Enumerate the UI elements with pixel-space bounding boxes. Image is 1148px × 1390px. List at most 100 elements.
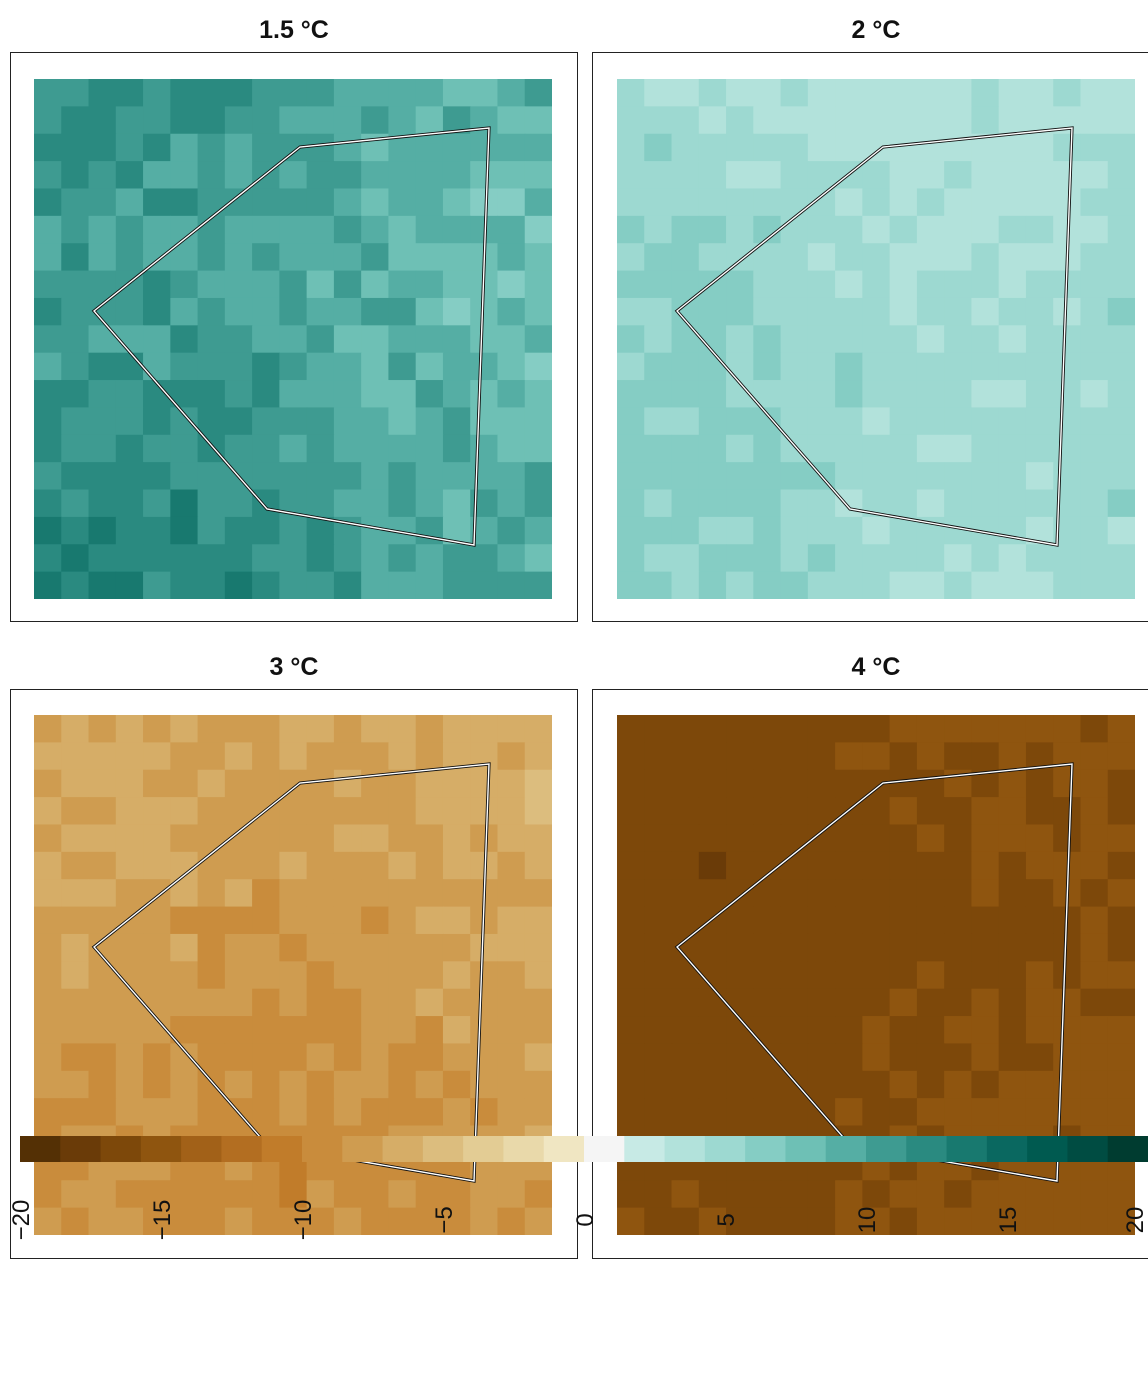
grid-cell — [617, 161, 645, 190]
grid-cell — [644, 851, 673, 880]
grid-cell — [388, 961, 417, 990]
grid-cell — [726, 988, 754, 1017]
grid-cell — [34, 1098, 62, 1127]
grid-cell — [807, 742, 836, 771]
grid-cell — [415, 906, 444, 935]
grid-cell — [1025, 325, 1054, 354]
grid-cell — [644, 79, 673, 107]
grid-cell — [753, 462, 782, 491]
grid-cell — [524, 715, 552, 743]
grid-cell — [998, 1016, 1027, 1045]
grid-cell — [224, 106, 253, 135]
grid-cell — [34, 824, 62, 853]
grid-cell — [1107, 325, 1135, 354]
grid-cell — [497, 462, 526, 491]
grid-cell — [726, 1180, 754, 1209]
grid-cell — [34, 1016, 62, 1045]
grid-cell — [333, 1016, 362, 1045]
grid-cell — [388, 215, 417, 244]
grid-cell — [1025, 715, 1054, 743]
grid-cell — [644, 1043, 673, 1072]
grid-cell — [252, 325, 280, 354]
colorbar-bin — [986, 1136, 1028, 1162]
grid-cell — [170, 489, 199, 518]
grid-cell — [170, 906, 199, 935]
grid-cell — [442, 797, 471, 826]
grid-cell — [524, 988, 552, 1017]
grid-cell — [916, 961, 945, 990]
grid-cell — [61, 879, 90, 908]
grid-cell — [88, 1043, 117, 1072]
grid-cell — [361, 434, 390, 463]
grid-cell — [197, 824, 226, 853]
grid-cell — [889, 544, 918, 573]
grid-cell — [916, 489, 945, 518]
grid-cell — [143, 215, 171, 244]
grid-cell — [388, 352, 417, 381]
grid-cell — [835, 188, 863, 217]
grid-cell — [998, 1070, 1027, 1099]
grid-cell — [617, 380, 645, 409]
grid-cell — [88, 769, 117, 798]
grid-cell — [780, 933, 809, 962]
grid-cell — [944, 243, 973, 272]
grid-cell — [1080, 1016, 1109, 1045]
grid-cell — [835, 434, 863, 463]
grid-cell — [1080, 188, 1109, 217]
grid-cell — [143, 544, 171, 573]
grid-cell — [753, 434, 782, 463]
grid-cell — [726, 79, 754, 107]
grid-cell — [333, 797, 362, 826]
grid-cell — [170, 1207, 199, 1235]
grid-cell — [252, 407, 280, 436]
grid-cell — [1053, 1180, 1082, 1209]
grid-cell — [34, 434, 62, 463]
grid-cell — [88, 407, 117, 436]
grid-cell — [889, 571, 918, 599]
grid-cell — [442, 1207, 471, 1235]
grid-cell — [279, 243, 308, 272]
grid-cell — [1107, 462, 1135, 491]
grid-cell — [889, 188, 918, 217]
grid-cell — [644, 1016, 673, 1045]
grid-cell — [1080, 270, 1109, 299]
grid-cell — [671, 79, 700, 107]
colorbar-bin — [584, 1136, 625, 1162]
grid-cell — [998, 544, 1027, 573]
grid-cell — [889, 161, 918, 190]
grid-cell — [889, 297, 918, 326]
grid-cell — [497, 215, 526, 244]
grid-cell — [780, 243, 809, 272]
grid-cell — [998, 906, 1027, 935]
grid-cell — [916, 544, 945, 573]
grid-cell — [944, 715, 973, 743]
grid-cell — [442, 879, 471, 908]
grid-cell — [143, 133, 171, 162]
grid-cell — [115, 188, 144, 217]
grid-cell — [361, 1180, 390, 1209]
grid-cell — [1107, 1180, 1135, 1209]
grid-cell — [916, 352, 945, 381]
grid-cell — [1053, 352, 1082, 381]
grid-cell — [143, 489, 171, 518]
grid-cell — [143, 516, 171, 545]
grid-cell — [524, 516, 552, 545]
grid-cell — [333, 1180, 362, 1209]
grid-cell — [807, 215, 836, 244]
grid-cell — [726, 1098, 754, 1127]
grid-cell — [197, 161, 226, 190]
grid-cell — [442, 933, 471, 962]
grid-cell — [279, 79, 308, 107]
grid-cell — [644, 797, 673, 826]
grid-cell — [306, 1098, 335, 1127]
grid-cell — [644, 243, 673, 272]
grid-cell — [61, 1098, 90, 1127]
grid-cell — [807, 571, 836, 599]
grid-cell — [780, 215, 809, 244]
grid-cell — [115, 516, 144, 545]
grid-cell — [617, 906, 645, 935]
grid-cell — [115, 851, 144, 880]
grid-cell — [197, 879, 226, 908]
grid-cell — [998, 879, 1027, 908]
grid-cell — [916, 243, 945, 272]
